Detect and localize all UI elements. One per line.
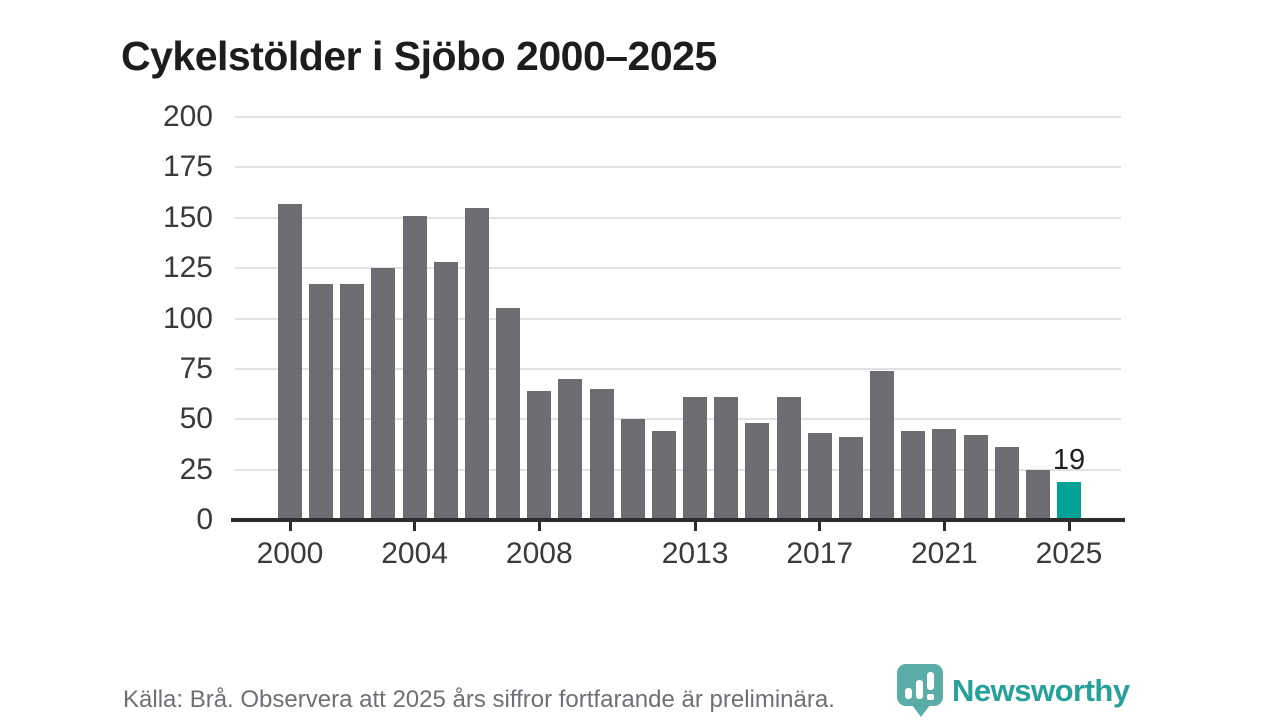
bar <box>745 423 770 520</box>
x-axis-tick <box>693 522 697 531</box>
bar <box>371 268 396 520</box>
logo-chart-bar-icon <box>916 680 923 699</box>
x-axis-tick <box>942 522 946 531</box>
newsworthy-logo-icon <box>897 664 943 706</box>
gridline <box>235 267 1121 270</box>
x-axis-tick-label: 2000 <box>256 537 324 570</box>
gridline <box>235 468 1121 471</box>
logo-pin-tail-icon <box>912 705 930 717</box>
bar <box>651 431 676 520</box>
bar <box>714 397 739 520</box>
x-axis-tick-label: 2021 <box>910 537 978 570</box>
y-axis-tick-label: 25 <box>179 452 213 486</box>
bar <box>402 216 427 520</box>
bar <box>464 208 489 520</box>
bar <box>683 397 708 520</box>
x-axis-tick-label: 2025 <box>1035 537 1103 570</box>
x-axis-tick-label: 2017 <box>786 537 854 570</box>
bar <box>558 379 583 520</box>
bar <box>994 447 1019 520</box>
bar <box>963 435 988 520</box>
y-axis-tick-label: 175 <box>162 150 213 184</box>
x-axis-tick <box>537 522 541 531</box>
page-title: Cykelstölder i Sjöbo 2000–2025 <box>121 33 717 80</box>
x-axis-tick <box>288 522 292 531</box>
bar <box>1057 482 1081 520</box>
bar <box>776 397 801 520</box>
y-axis-tick-label: 0 <box>196 503 213 536</box>
x-axis-tick <box>413 522 417 531</box>
y-axis-tick-label: 50 <box>179 402 213 436</box>
x-axis-line <box>231 518 1125 522</box>
gridline <box>235 418 1121 421</box>
y-axis-tick-label: 200 <box>162 100 213 133</box>
x-axis-tick-label: 2013 <box>661 537 729 570</box>
y-axis-tick-label: 100 <box>162 301 213 335</box>
gridline <box>235 216 1121 219</box>
x-axis-tick-label: 2004 <box>381 537 448 570</box>
bar <box>901 431 926 520</box>
bar <box>1025 470 1050 520</box>
x-axis-tick <box>1067 522 1071 531</box>
y-axis-tick-label: 75 <box>179 351 213 385</box>
bar <box>620 419 645 520</box>
gridline <box>235 317 1121 320</box>
x-axis-tick-label: 2008 <box>505 537 573 570</box>
newsworthy-logo: Newsworthy <box>897 663 1167 720</box>
logo-chart-bar-icon <box>927 672 934 690</box>
bar <box>589 389 614 520</box>
gridline <box>235 166 1121 169</box>
bar <box>433 262 458 520</box>
bar <box>807 433 832 520</box>
y-axis-tick-label: 125 <box>162 251 213 285</box>
source-note: Källa: Brå. Observera att 2025 års siffr… <box>123 686 835 713</box>
gridline <box>235 367 1121 370</box>
bar-value-label: 19 <box>1052 444 1086 476</box>
bar <box>932 429 957 520</box>
bar <box>278 204 302 520</box>
x-axis-tick <box>818 522 822 531</box>
y-axis-tick-label: 150 <box>162 200 213 234</box>
newsworthy-logo-text: Newsworthy <box>952 673 1130 708</box>
gridline <box>235 116 1121 118</box>
bar <box>309 284 334 520</box>
logo-chart-bar-icon <box>905 688 912 699</box>
bar <box>496 308 521 520</box>
logo-exclamation-dot-icon <box>927 694 934 700</box>
bar <box>838 437 863 520</box>
bar <box>870 371 895 520</box>
bar <box>527 391 552 520</box>
bar <box>340 284 365 520</box>
